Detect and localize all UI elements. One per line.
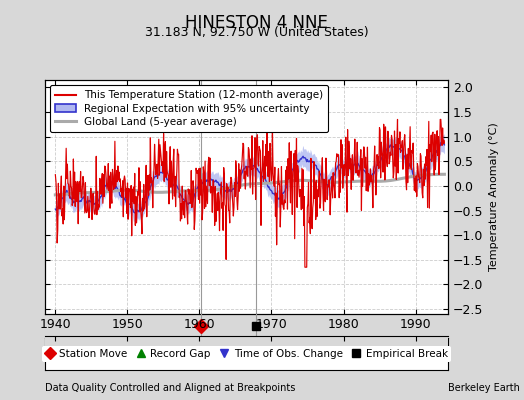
- Text: Berkeley Earth: Berkeley Earth: [448, 383, 520, 393]
- Text: 31.183 N, 92.750 W (United States): 31.183 N, 92.750 W (United States): [145, 26, 368, 39]
- Text: Data Quality Controlled and Aligned at Breakpoints: Data Quality Controlled and Aligned at B…: [45, 383, 295, 393]
- Text: HINESTON 4 NNE: HINESTON 4 NNE: [185, 14, 328, 32]
- Legend: This Temperature Station (12-month average), Regional Expectation with 95% uncer: This Temperature Station (12-month avera…: [50, 85, 329, 132]
- Y-axis label: Temperature Anomaly (°C): Temperature Anomaly (°C): [489, 123, 499, 271]
- Legend: Station Move, Record Gap, Time of Obs. Change, Empirical Break: Station Move, Record Gap, Time of Obs. C…: [41, 346, 451, 362]
